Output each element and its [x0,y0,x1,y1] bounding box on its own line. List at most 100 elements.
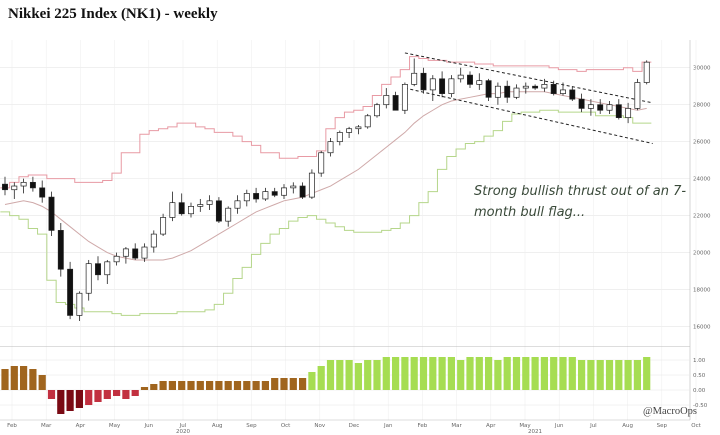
x-tick-label: Jul [589,423,597,429]
candle-body [392,95,399,111]
candle [57,223,64,277]
oscillator-bar [131,390,139,396]
candle [364,113,371,129]
candle [504,80,511,103]
y-tick-label: 30000 [693,66,711,72]
candle [206,195,213,211]
y-tick-label: 18000 [693,288,711,294]
candle [308,169,315,199]
candle [355,125,362,135]
candle-body [643,61,650,83]
candle-body [513,87,520,98]
candle [225,206,232,227]
candle [234,195,241,214]
oscillator-bar [47,390,56,399]
oscillator-bar [122,390,130,399]
candle-body [188,206,194,215]
oscillator-bar [531,357,539,390]
y-tick-label: 24000 [693,177,711,183]
osc-tick-label: 0.00 [693,388,706,394]
candle-body [299,185,306,198]
candle-body [467,74,473,85]
candle [253,187,260,203]
candle [439,71,446,98]
candle [29,176,36,192]
x-tick-label: May [109,423,121,429]
candle [513,84,520,100]
candle-body [104,261,111,276]
candle-body [29,181,36,189]
candle-body [2,183,8,191]
x-tick-label: Jul [179,423,187,429]
y-tick-label: 16000 [693,325,711,331]
candle-body [253,193,260,200]
oscillator-bar [615,360,623,390]
oscillator-bar [494,360,502,390]
candle-body [476,80,483,85]
oscillator-bar [578,360,586,390]
x-tick-label: Apr [486,423,496,429]
candle [197,198,204,212]
x-tick-label: Mar [41,423,52,429]
y-tick-label: 22000 [693,214,711,220]
oscillator-bar [475,357,483,390]
candle-body [85,263,92,294]
candle-body [494,85,501,98]
candle-body [178,202,185,215]
x-tick-label: May [519,423,531,429]
candle [569,86,576,101]
oscillator-bar [94,390,102,402]
candle-body [132,248,139,259]
oscillator-bar [438,357,446,390]
candle [132,243,139,260]
x-tick-label: Feb [7,423,17,429]
flag-trendline [404,87,653,145]
oscillator-bar [457,360,465,390]
oscillator-bar [429,357,437,390]
candle-body [76,292,83,316]
osc-tick-label: 0.50 [693,373,706,379]
candle-body [374,104,380,117]
oscillator-bar [550,357,558,390]
candle [485,78,492,101]
candle-body [262,191,269,200]
oscillator-bar [289,378,297,390]
candle-body [336,132,343,143]
candle-body [411,72,418,85]
x-tick-label: Sep [657,423,668,429]
candle [587,99,594,116]
candle [457,67,464,83]
oscillator-bar [643,357,651,390]
oscillator-bar [466,357,474,390]
candle [150,230,157,253]
candle-body [532,85,539,89]
candle-body [271,191,278,196]
candle [48,191,55,236]
candle-body [485,80,492,98]
x-tick-label: Aug [212,423,223,429]
candle-body [215,200,222,222]
candle [188,202,194,218]
moving-average-line [4,91,647,261]
oscillator-bar [1,369,9,390]
candle-body [383,95,390,106]
oscillator-bar [233,381,242,390]
candle [141,243,148,262]
candle-body [606,104,613,111]
candle-body [578,98,585,109]
candle-body [587,104,594,109]
candle [39,180,46,203]
oscillator-bar [57,390,65,414]
x-tick-label: Jan [383,423,393,429]
oscillator-bar [633,360,641,390]
y-tick-label: 28000 [693,103,711,109]
oscillator-bar [178,381,186,390]
candle [541,78,548,92]
candle-body [439,78,446,94]
y-tick-label: 20000 [693,251,711,257]
oscillator-bar [587,360,595,390]
candle [615,99,622,120]
oscillator-bar [271,378,279,390]
candle [327,137,334,157]
oscillator-bar [392,357,400,390]
